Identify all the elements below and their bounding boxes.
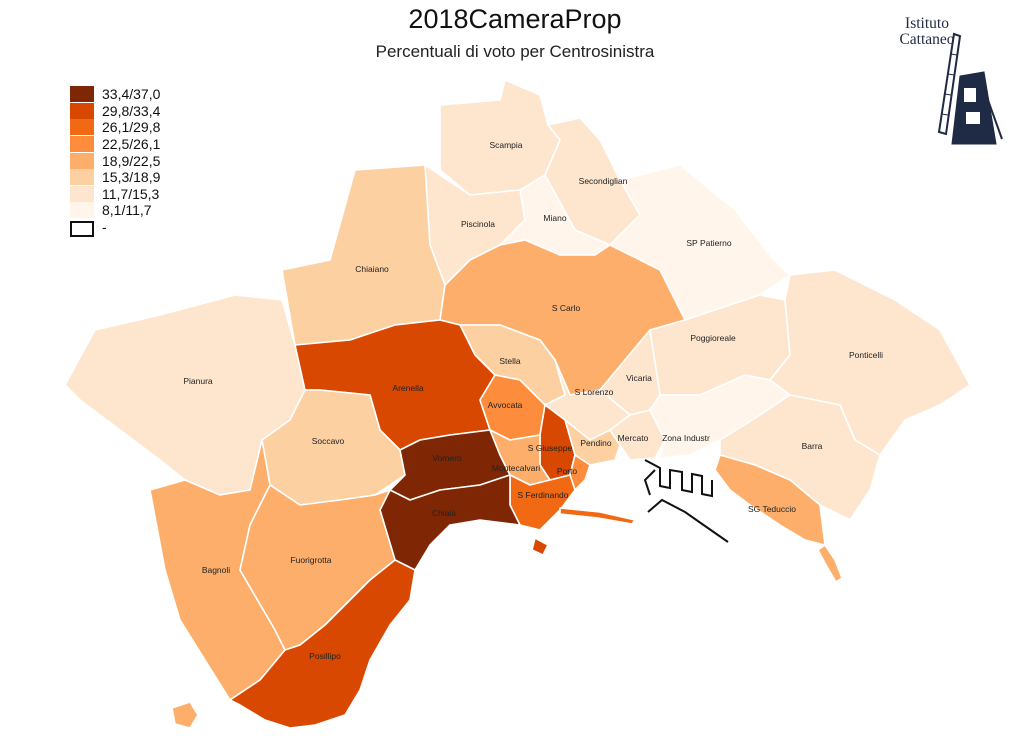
district-label: Montecalvari — [492, 463, 540, 473]
district-chiaiano[interactable] — [281, 164, 446, 346]
district-label: Piscinola — [461, 219, 495, 229]
port-docks — [643, 459, 729, 543]
district-s-ferdinando[interactable] — [509, 474, 576, 531]
district-label: Scampia — [489, 140, 522, 150]
district-label: Pendino — [580, 438, 611, 448]
district-label: Zona Industr — [662, 433, 710, 443]
legend-item: 29,8/33,4 — [70, 102, 161, 120]
legend-label: 15,3/18,9 — [102, 169, 161, 186]
district-label: Chiaiano — [355, 264, 389, 274]
district-sg-teduccio[interactable] — [714, 454, 826, 546]
islet-nisida — [171, 701, 199, 729]
legend-swatch — [70, 152, 94, 169]
legend-item: 33,4/37,0 — [70, 86, 160, 103]
windmill-icon — [937, 32, 1003, 145]
district-label: Secondiglian — [579, 176, 628, 186]
map-subtitle: Percentuali di voto per Centrosinistra — [375, 42, 655, 61]
district-label: Fuorigrotta — [290, 555, 331, 565]
legend-label: - — [102, 219, 107, 236]
logo-text: Istituto Cattaneo — [884, 16, 970, 48]
legend-swatch — [70, 185, 94, 202]
district-label: Soccavo — [312, 436, 345, 446]
districts-layer — [64, 79, 971, 729]
legend-label: 33,4/37,0 — [102, 86, 161, 103]
legend-swatch — [70, 202, 94, 219]
district-label: Poggioreale — [690, 333, 736, 343]
district-label: Pianura — [183, 376, 213, 386]
district-label: Posillipo — [309, 651, 341, 661]
legend-label: 8,1/11,7 — [102, 202, 152, 219]
legend-item: - — [70, 219, 160, 238]
legend-label: 22,5/26,1 — [102, 136, 161, 153]
legend-label: 29,8/33,4 — [102, 102, 161, 119]
district-labels: Scampia Secondiglian Piscinola Miano SP Pati… — [183, 140, 883, 661]
legend-label: 18,9/22,5 — [102, 152, 161, 169]
islet-pier-chiaia — [531, 537, 549, 556]
district-label: S Giuseppe — [528, 443, 573, 453]
district-label: Mercato — [618, 433, 649, 443]
district-label: Arenella — [392, 383, 423, 393]
map-title: 2018CameraProp — [408, 4, 622, 34]
district-label: S Ferdinando — [517, 490, 568, 500]
district-label: SP Patierno — [686, 238, 731, 248]
legend: 33,4/37,0 29,8/33,4 26,1/29,8 22,5/26,1 18,9… — [70, 86, 161, 238]
legend-item: 18,9/22,5 — [70, 152, 160, 169]
legend-label: 26,1/29,8 — [102, 119, 161, 136]
legend-swatch — [70, 102, 94, 119]
district-label: Ponticelli — [849, 350, 883, 360]
legend-item: 26,1/29,8 — [70, 119, 160, 136]
district-label: Stella — [499, 356, 521, 366]
logo-line2: Cattaneo — [899, 31, 955, 48]
legend-label: 11,7/15,3 — [102, 185, 160, 202]
district-label: Chiaia — [432, 508, 456, 518]
legend-swatch — [70, 86, 94, 103]
logo-line1: Istituto — [905, 15, 949, 32]
legend-item: 22,5/26,1 — [70, 136, 160, 153]
legend-item: 15,3/18,9 — [70, 169, 160, 186]
istituto-cattaneo-logo: Istituto Cattaneo — [884, 14, 1014, 149]
legend-item: 8,1/11,7 — [70, 202, 160, 219]
district-label: SG Teduccio — [748, 504, 796, 514]
district-label: Avvocata — [488, 400, 523, 410]
legend-swatch — [70, 221, 94, 238]
district-label: Miano — [543, 213, 566, 223]
pier-s-ferdinando — [559, 507, 636, 525]
legend-swatch — [70, 119, 94, 136]
district-label: Porto — [557, 466, 578, 476]
district-mercato[interactable] — [609, 409, 666, 461]
pier-sg-teduccio — [817, 544, 843, 583]
district-label: S Lorenzo — [575, 387, 614, 397]
district-posillipo[interactable] — [229, 559, 416, 729]
district-label: Bagnoli — [202, 565, 230, 575]
district-label: Barra — [802, 441, 823, 451]
district-label: Vomero — [432, 453, 462, 463]
legend-swatch — [70, 136, 94, 153]
district-label: S Carlo — [552, 303, 581, 313]
legend-swatch — [70, 169, 94, 186]
legend-item: 11,7/15,3 — [70, 185, 160, 203]
district-label: Vicaria — [626, 373, 652, 383]
